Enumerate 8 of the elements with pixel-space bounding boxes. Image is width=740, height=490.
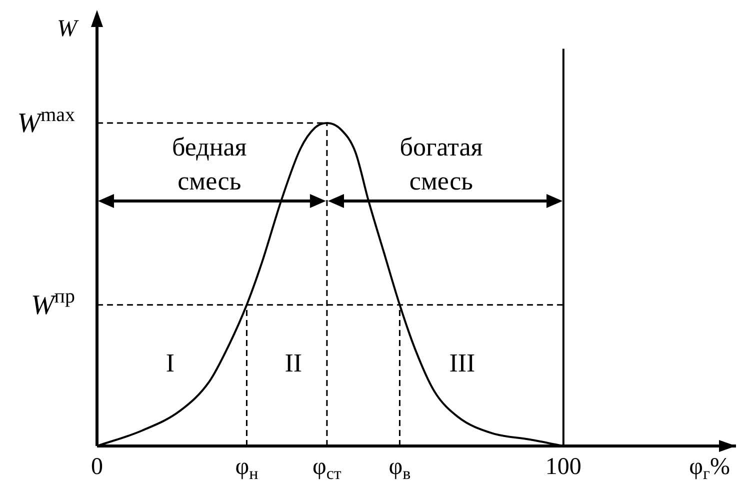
x-tick-label: 100: [545, 454, 582, 480]
annotation: II: [284, 348, 302, 378]
annotation: III: [449, 348, 476, 378]
annotation: I: [166, 348, 175, 378]
y-axis-title: W: [57, 16, 79, 42]
annotation: бедная смесь: [172, 132, 247, 196]
annotation: богатая смесь: [400, 132, 483, 196]
x-tick-label: 0: [91, 454, 103, 480]
